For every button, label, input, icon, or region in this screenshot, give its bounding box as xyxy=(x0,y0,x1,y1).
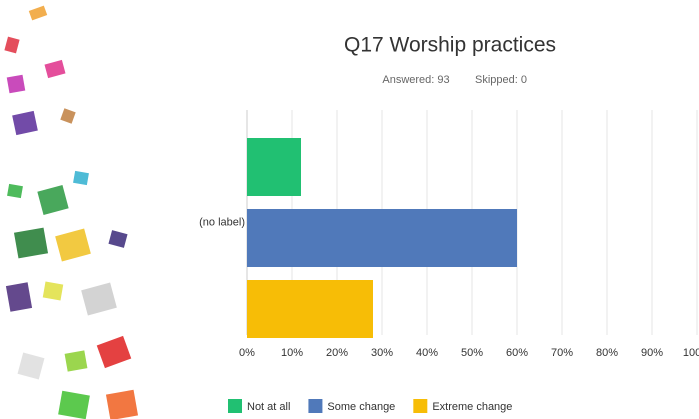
x-tick-label: 60% xyxy=(506,347,528,359)
x-tick-label: 90% xyxy=(641,347,663,359)
legend-label: Extreme change xyxy=(432,401,512,413)
answered: Answered: 93 xyxy=(382,74,449,86)
legend-label: Not at all xyxy=(247,401,290,413)
x-tick-label: 30% xyxy=(371,347,393,359)
legend-swatch xyxy=(228,399,242,413)
legend-swatch xyxy=(308,399,323,413)
bar xyxy=(247,138,301,196)
x-tick-label: 50% xyxy=(461,347,483,359)
legend-swatch xyxy=(413,399,428,413)
x-tick-label: 10% xyxy=(281,347,303,359)
x-tick-label: 80% xyxy=(596,347,618,359)
bar xyxy=(247,209,517,267)
bar xyxy=(247,280,373,338)
x-tick-label: 70% xyxy=(551,347,573,359)
chart-title: Q17 Worship practices xyxy=(344,34,556,57)
x-tick-label: 20% xyxy=(326,347,348,359)
x-tick-label: 0% xyxy=(239,347,255,359)
x-tick-label: 100% xyxy=(683,347,699,359)
legend-label: Some change xyxy=(327,401,395,413)
skipped: Skipped: 0 xyxy=(475,74,527,86)
decoration xyxy=(4,5,139,419)
x-tick-label: 40% xyxy=(416,347,438,359)
y-tick-label: (no label) xyxy=(199,216,245,228)
